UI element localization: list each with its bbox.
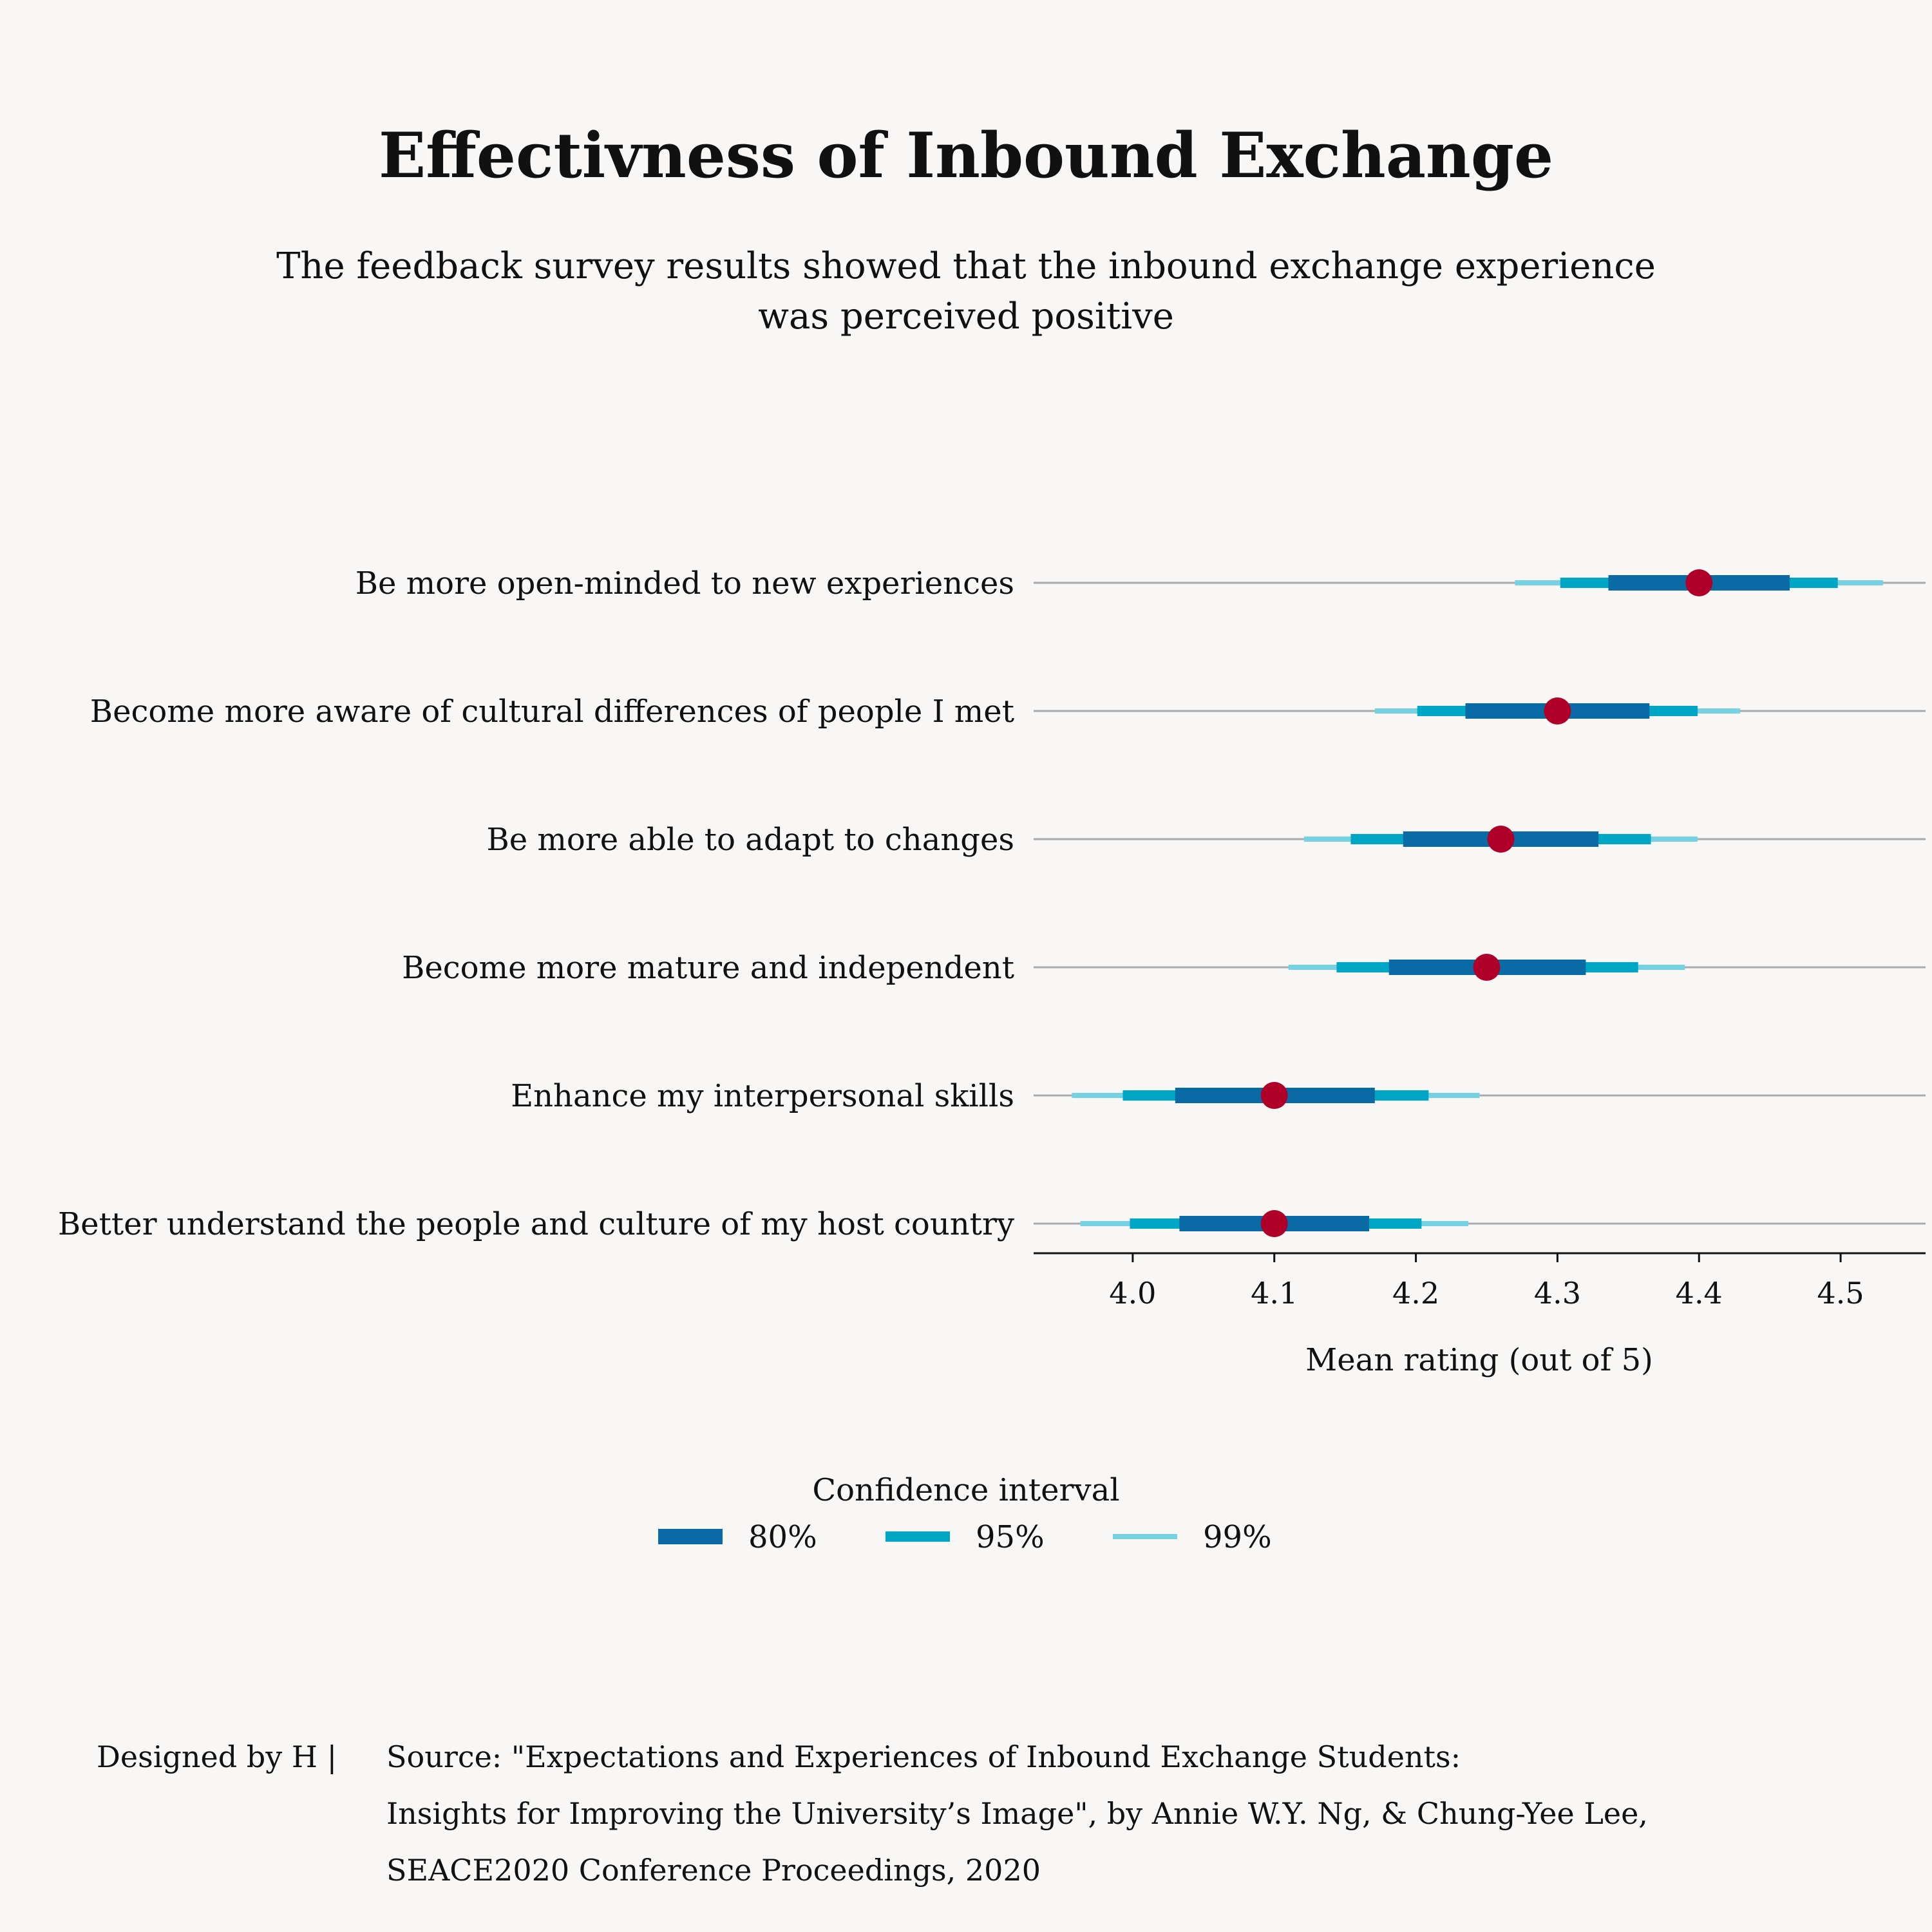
interval-bars <box>1072 575 1884 1231</box>
x-tick-label: 4.4 <box>1676 1276 1723 1311</box>
mean-point <box>1260 1210 1288 1237</box>
x-tick-label: 4.5 <box>1817 1276 1864 1311</box>
category-label: Better understand the people and culture… <box>58 1206 1014 1242</box>
x-tick-label: 4.1 <box>1251 1276 1298 1311</box>
footer-source: Source: "Expectations and Experiences of… <box>386 1728 1868 1899</box>
footer-credit: Designed by H | <box>97 1739 337 1774</box>
x-tick-label: 4.2 <box>1392 1276 1439 1311</box>
category-label: Be more open-minded to new experiences <box>355 565 1014 601</box>
category-label: Become more mature and independent <box>402 950 1014 986</box>
mean-point <box>1473 954 1501 981</box>
mean-point <box>1260 1082 1288 1109</box>
x-tick-label: 4.0 <box>1109 1276 1156 1311</box>
mean-point <box>1685 569 1713 596</box>
x-tick-label: 4.3 <box>1534 1276 1581 1311</box>
chart-subtitle: The feedback survey results showed that … <box>276 245 1656 337</box>
footer-source-line: SEACE2020 Conference Proceedings, 2020 <box>386 1853 1041 1888</box>
legend-label: 80% <box>748 1519 817 1555</box>
legend-label: 95% <box>976 1519 1045 1555</box>
footer-source-line: Insights for Improving the University’s … <box>386 1796 1648 1831</box>
chart-title: Effectivness of Inbound Exchange <box>378 119 1554 192</box>
legend-label: 99% <box>1203 1519 1272 1555</box>
category-label: Become more aware of cultural difference… <box>90 694 1014 730</box>
legend-title: Confidence interval <box>812 1472 1119 1508</box>
x-axis-label: Mean rating (out of 5) <box>1305 1342 1653 1378</box>
grid-lines <box>1034 582 1926 1225</box>
mean-markers <box>1260 569 1713 1237</box>
mean-point <box>1544 697 1571 724</box>
category-label: Enhance my interpersonal skills <box>511 1078 1014 1114</box>
category-label: Be more able to adapt to changes <box>486 822 1014 858</box>
category-labels: Be more open-minded to new experiences Be… <box>58 565 1014 1242</box>
footer-source-line: Source: "Expectations and Experiences of… <box>386 1739 1461 1774</box>
x-axis: 4.0 4.1 4.2 4.3 4.4 4.5 <box>1034 1252 1926 1311</box>
mean-point <box>1487 826 1515 853</box>
legend: Confidence interval 80% 95% 99% <box>658 1472 1272 1555</box>
